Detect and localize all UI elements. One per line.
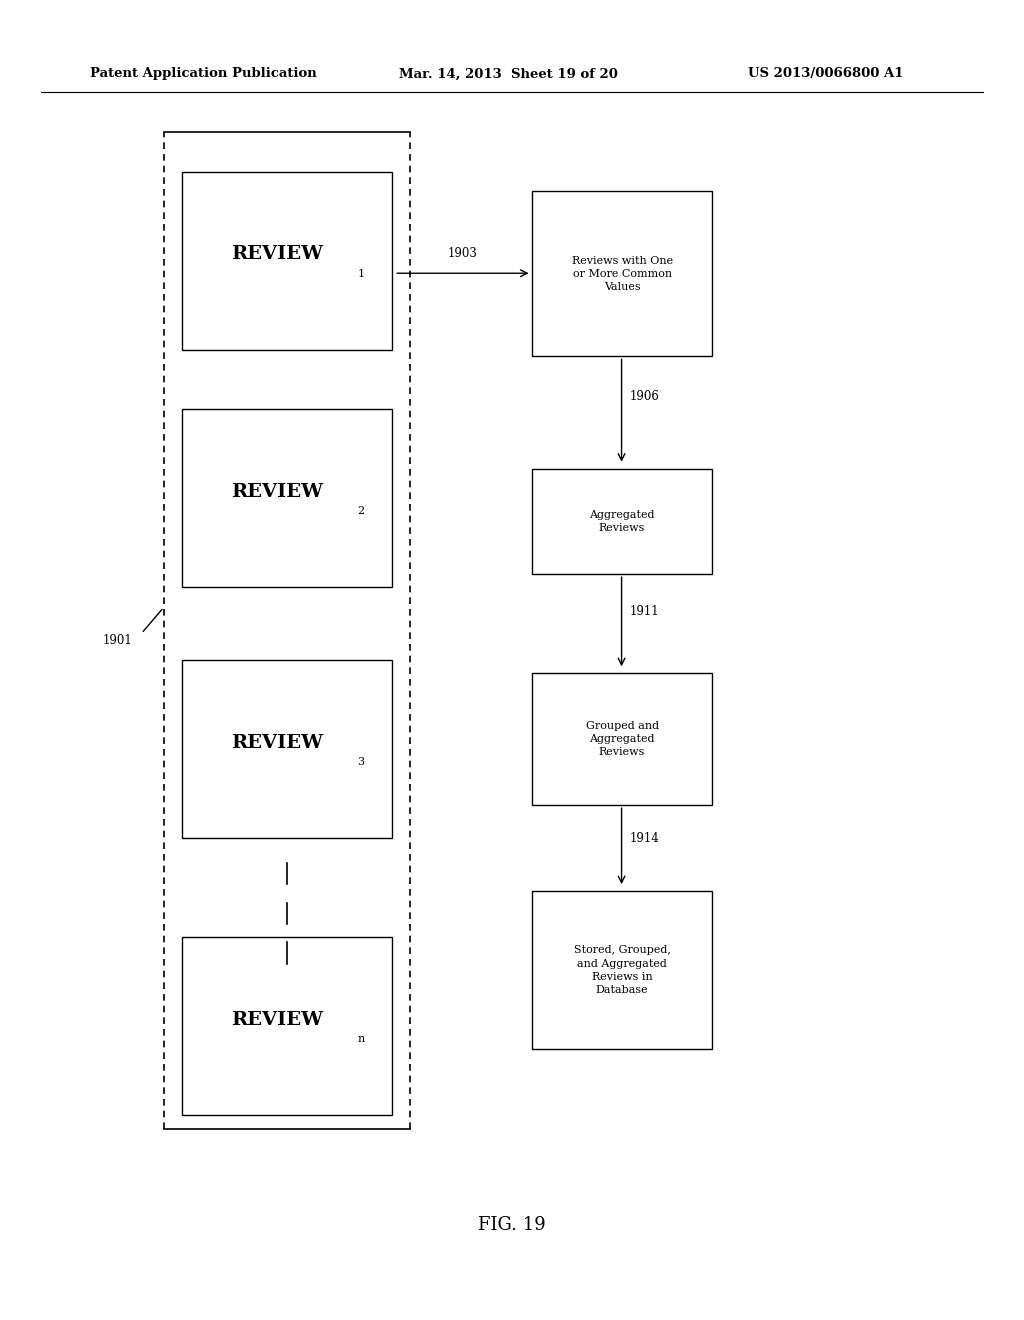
Bar [182,937,392,1115]
Bar [182,660,392,838]
Bar [532,191,712,356]
Text: Grouped and
Aggregated
Reviews: Grouped and Aggregated Reviews [586,721,658,758]
Bar [532,891,712,1049]
Text: n: n [357,1035,365,1044]
Text: Mar. 14, 2013  Sheet 19 of 20: Mar. 14, 2013 Sheet 19 of 20 [399,67,618,81]
Text: Reviews with One
or More Common
Values: Reviews with One or More Common Values [571,256,673,292]
Bar [532,469,712,574]
Text: 2: 2 [357,507,365,516]
Text: REVIEW: REVIEW [231,734,323,751]
Text: REVIEW: REVIEW [231,1011,323,1028]
Text: 1914: 1914 [630,832,659,845]
Text: 1903: 1903 [447,247,478,260]
Text: 1911: 1911 [630,605,659,618]
Text: US 2013/0066800 A1: US 2013/0066800 A1 [748,67,903,81]
Text: FIG. 19: FIG. 19 [478,1216,546,1234]
Text: 1906: 1906 [630,389,659,403]
Text: 1: 1 [357,269,365,279]
Text: 3: 3 [357,758,365,767]
Text: REVIEW: REVIEW [231,246,323,263]
Text: REVIEW: REVIEW [231,483,323,500]
Text: 1901: 1901 [102,634,133,647]
Bar [532,673,712,805]
Text: Stored, Grouped,
and Aggregated
Reviews in
Database: Stored, Grouped, and Aggregated Reviews … [573,945,671,995]
Bar [182,172,392,350]
Text: Aggregated
Reviews: Aggregated Reviews [590,510,654,533]
Text: Patent Application Publication: Patent Application Publication [90,67,316,81]
Bar [182,409,392,587]
